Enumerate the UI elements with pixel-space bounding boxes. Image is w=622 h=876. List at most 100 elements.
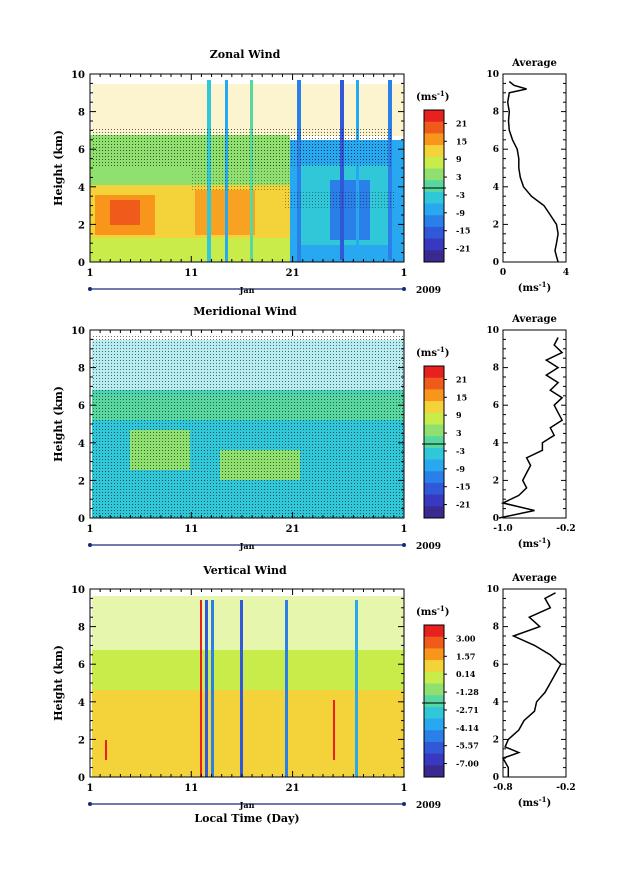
p0-x-tick-label: 1	[401, 268, 408, 279]
p2-colorbar-tick-label: -2.71	[456, 705, 479, 715]
p2-colorbar-swatch	[424, 730, 444, 743]
zonal-heatmap	[90, 74, 404, 262]
p0-y-tick-label: 2	[78, 220, 85, 231]
p1-average-x-label: (ms-1)	[518, 536, 551, 550]
p1-colorbar-swatch	[424, 506, 444, 519]
p1-average-profile-line	[498, 337, 564, 519]
p1-colorbar-tick-label: 15	[456, 392, 467, 402]
p0-y-axis-label: Height (km)	[52, 130, 65, 206]
p2-colorbar-swatch	[424, 625, 444, 638]
p1-average-y-tick-label: 0	[493, 514, 499, 524]
p1-x-tick-label: 1	[87, 524, 94, 535]
p1-y-tick-label: 2	[78, 476, 85, 487]
p1-x-tick-label: 1	[401, 524, 408, 535]
p2-colorbar-swatch	[424, 741, 444, 755]
p0-colorbar-frame	[423, 109, 445, 263]
p0-y-tick-label: 0	[78, 258, 85, 269]
p2-average-y-tick-label: 2	[493, 735, 499, 745]
vertical-heatmap	[90, 589, 404, 777]
p0-colorbar-swatch	[424, 250, 444, 263]
p0-average-y-tick-label: 4	[493, 183, 499, 193]
p0-y-tick-label: 4	[78, 183, 85, 194]
p2-x-tick-label: 1	[401, 783, 408, 794]
p2-y-tick-label: 10	[71, 585, 85, 596]
p1-colorbar-swatch	[424, 401, 444, 414]
p0-average-y-tick-label: 6	[493, 145, 499, 155]
p0-month-label: Jan	[239, 285, 255, 295]
p1-colorbar-unit: (ms-1)	[416, 345, 449, 359]
p2-average-y-tick-label: 8	[493, 623, 499, 633]
p0-colorbar-swatch	[424, 203, 444, 216]
zonal-title: Zonal Wind	[210, 48, 281, 61]
p2-colorbar-unit: (ms-1)	[416, 604, 449, 618]
p2-average-x-tick-label: -0.2	[556, 783, 575, 793]
p0-colorbar-swatch	[424, 191, 444, 205]
p0-colorbar-swatch	[424, 168, 444, 181]
p2-y-tick-label: 6	[78, 660, 85, 671]
p2-average-y-tick-label: 4	[493, 698, 499, 708]
p2-colorbar-swatch	[424, 648, 444, 661]
p1-colorbar-swatch	[424, 459, 444, 472]
p0-colorbar-swatch	[424, 110, 444, 123]
p0-average-x-label: (ms-1)	[518, 280, 551, 294]
p0-x-tick-label: 11	[184, 268, 198, 279]
p0-x-tick-label: 1	[87, 268, 94, 279]
p2-y-axis-label: Height (km)	[52, 645, 65, 721]
p2-average-y-tick-label: 0	[493, 773, 499, 783]
p2-y-tick-label: 4	[78, 698, 85, 709]
p2-y-tick-label: 2	[78, 735, 85, 746]
p1-colorbar-swatch	[424, 494, 444, 507]
p2-colorbar-swatch	[424, 671, 444, 684]
p0-average-title: Average	[511, 58, 557, 69]
p2-colorbar-swatch	[424, 683, 444, 696]
p0-colorbar-tick-label: 21	[456, 118, 467, 128]
p0-average-x-tick-label: 0	[500, 268, 506, 278]
p0-average-y-tick-label: 10	[486, 70, 499, 80]
p1-colorbar-frame	[423, 365, 445, 519]
p1-year-label: 2009	[416, 542, 441, 552]
p2-average-frame	[502, 588, 567, 778]
p1-average-x-tick-label: -1.0	[493, 524, 512, 534]
p0-colorbar-unit: (ms-1)	[416, 89, 449, 103]
p0-average-y-tick-label: 0	[493, 258, 499, 268]
vertical-title: Vertical Wind	[202, 564, 287, 577]
p0-average-frame	[502, 73, 567, 263]
p2-average-x-tick-label: -0.8	[493, 783, 512, 793]
p2-colorbar-frame	[423, 624, 445, 778]
p2-colorbar-tick-label: -5.57	[456, 741, 479, 751]
p0-colorbar-tick-label: -21	[456, 244, 470, 254]
p0-average-profile-line	[506, 80, 559, 263]
p0-colorbar-tick-label: -15	[456, 226, 470, 236]
p2-x-tick-label: 1	[87, 783, 94, 794]
p2-colorbar-tick-label: 0.14	[456, 669, 476, 679]
p1-colorbar-tick-label: -21	[456, 500, 470, 510]
p1-colorbar-swatch	[424, 412, 444, 425]
p1-colorbar-swatch	[424, 377, 444, 390]
p0-average-y-tick-label: 2	[493, 220, 499, 230]
p0-average-x-tick-label: 4	[563, 268, 569, 278]
p2-y-tick-label: 8	[78, 623, 85, 634]
p1-x-tick-label: 21	[286, 524, 300, 535]
p0-x-tick-label: 21	[286, 268, 300, 279]
p2-colorbar-tick-label: -4.14	[456, 723, 479, 733]
p1-y-axis-label: Height (km)	[52, 386, 65, 462]
p1-y-tick-label: 0	[78, 514, 85, 525]
p0-colorbar-tick-label: 9	[456, 154, 462, 164]
p2-month-label: Jan	[239, 800, 255, 810]
p1-month-label: Jan	[239, 541, 255, 551]
p2-average-x-label: (ms-1)	[518, 795, 551, 809]
p2-colorbar-swatch	[424, 765, 444, 778]
p1-average-title: Average	[511, 314, 557, 325]
zonal-wind-panel: Zonal Wind	[52, 48, 569, 296]
p0-colorbar-swatch	[424, 226, 444, 240]
p2-average-profile-line	[501, 592, 562, 777]
p1-y-tick-label: 10	[71, 326, 85, 337]
p1-average-y-tick-label: 6	[493, 401, 499, 411]
p2-colorbar-swatch	[424, 660, 444, 673]
p2-x-tick-label: 11	[184, 783, 198, 794]
p1-y-tick-label: 8	[78, 364, 85, 375]
p1-colorbar-swatch	[424, 447, 444, 461]
p0-colorbar-swatch	[424, 238, 444, 251]
